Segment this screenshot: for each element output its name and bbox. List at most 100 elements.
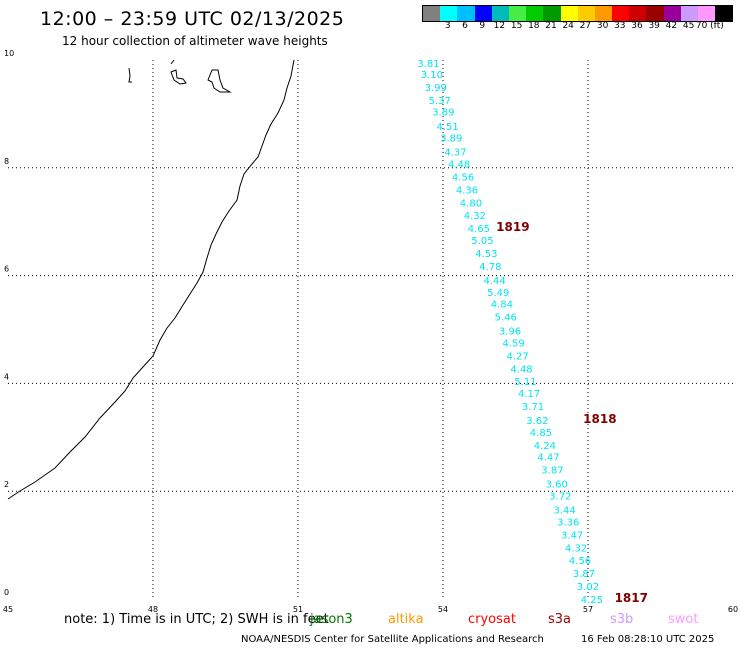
legend-label: 9: [479, 21, 486, 31]
wave-height-value: 4.56: [569, 556, 591, 567]
pass-time-label: 1817: [615, 591, 648, 605]
legend-label: 30: [596, 21, 609, 31]
satellite-s3b: s3b: [610, 612, 634, 627]
wave-height-value: 3.02: [577, 582, 599, 593]
wave-height-value: 4.85: [530, 428, 552, 439]
legend-label: 21: [545, 21, 557, 31]
wave-height-value: 4.84: [491, 300, 513, 311]
legend-label: 70 (ft): [695, 21, 724, 31]
legend-label: 15: [510, 21, 523, 31]
map-subtitle: 12 hour collection of altimeter wave hei…: [62, 34, 328, 48]
wave-height-value: 5.05: [471, 236, 493, 247]
map-title: 12:00 – 23:59 UTC 02/13/2025: [40, 8, 345, 30]
legend-label: 6: [462, 21, 468, 31]
wave-height-value: 4.36: [456, 185, 478, 196]
wave-height-value: 4.47: [537, 453, 559, 464]
wave-height-value: 4.32: [565, 543, 587, 554]
legend-label: 45: [682, 21, 695, 31]
wave-height-value: 4.44: [483, 276, 505, 287]
wave-height-value: 4.65: [468, 224, 490, 235]
wave-height-value: 3.10: [421, 70, 443, 81]
legend-label: 33: [614, 21, 626, 31]
wave-height-value: 4.51: [436, 122, 458, 133]
pass-time-label: 1818: [583, 412, 616, 426]
wave-height-value: 4.24: [534, 441, 556, 452]
coastal-islands: [128, 59, 232, 93]
wave-height-value: 5.11: [514, 377, 536, 388]
legend-label: 39: [648, 21, 660, 31]
legend-label: 42: [665, 21, 678, 31]
legend-swatch: [474, 6, 492, 21]
x-tick-label: 45: [3, 605, 13, 614]
legend-label: 27: [579, 21, 592, 31]
wave-height-value: 4.32: [464, 211, 486, 222]
wave-height-value: 4.56: [452, 172, 474, 183]
satellite-cryosat: cryosat: [468, 612, 516, 627]
wave-height-value: 4.59: [503, 338, 525, 349]
wave-height-value: 3.81: [417, 59, 439, 70]
footer-credit: NOAA/NESDIS Center for Satellite Applica…: [241, 634, 544, 645]
wave-height-value: 4.37: [444, 148, 466, 159]
legend-label: 18: [528, 21, 540, 31]
legend-label: 3: [444, 21, 451, 31]
wave-height-value: 5.49: [487, 288, 509, 299]
wave-height-track: 3.813.103.995.373.894.513.894.374.484.56…: [417, 59, 603, 606]
wave-height-value: 3.99: [425, 83, 447, 94]
y-tick-label: 4: [4, 372, 9, 381]
wave-height-value: 4.48: [448, 159, 470, 170]
y-tick-label: 2: [4, 480, 9, 489]
wave-height-value: 3.96: [499, 327, 521, 338]
legend-swatch: [440, 6, 458, 21]
legend-label: 12: [493, 21, 506, 31]
y-tick-label: 10: [4, 49, 14, 58]
wave-height-value: 4.78: [479, 262, 501, 273]
x-tick-label: 48: [148, 605, 158, 614]
wave-height-value: 5.37: [429, 96, 451, 107]
pass-time-label: 1819: [496, 220, 529, 234]
wave-height-value: 4.25: [581, 595, 603, 606]
legend-swatch: [577, 6, 595, 21]
y-tick-label: 8: [4, 157, 9, 166]
wave-height-value: 4.48: [510, 364, 532, 375]
legend-swatch: [508, 6, 527, 21]
legend-swatch: [612, 6, 630, 21]
wave-height-color-legend: [422, 5, 734, 22]
legend-swatch: [491, 6, 509, 21]
x-tick-label: 51: [293, 605, 303, 614]
satellite-swot: swot: [668, 612, 699, 627]
x-tick-label: 60: [728, 605, 738, 614]
legend-label: 36: [631, 21, 643, 31]
wave-height-value: 3.36: [557, 517, 579, 528]
legend-swatch: [663, 6, 681, 21]
footer-note: note: 1) Time is in UTC; 2) SWH is in fe…: [64, 612, 329, 627]
satellite-jason3: jason3: [310, 612, 353, 627]
wave-height-value: 3.62: [526, 416, 548, 427]
pass-time-labels: 1819 1818 1817: [496, 220, 648, 605]
legend-swatch: [543, 6, 561, 21]
wave-height-value: 3.44: [553, 506, 575, 517]
x-tick-label: 54: [438, 605, 448, 614]
legend-swatch: [646, 6, 664, 21]
wave-height-value: 4.80: [460, 198, 482, 209]
legend-swatch: [715, 6, 733, 21]
legend-swatch: [594, 6, 613, 21]
wave-height-value: 5.46: [495, 313, 517, 324]
y-tick-label: 0: [4, 588, 9, 597]
legend-swatch: [457, 6, 475, 21]
wave-height-value: 3.47: [561, 530, 583, 541]
wave-height-value: 3.87: [541, 466, 563, 477]
wave-height-value: 3.72: [549, 492, 571, 503]
satellite-altika: altika: [388, 612, 424, 627]
wave-height-value: 3.60: [546, 480, 568, 491]
legend-swatch: [629, 6, 647, 21]
wave-height-value: 4.27: [506, 351, 528, 362]
wave-height-value: 3.89: [440, 134, 462, 145]
wave-height-value: 4.17: [518, 389, 540, 400]
legend-label: 24: [562, 21, 574, 31]
wave-height-value: 3.71: [522, 402, 544, 413]
legend-swatch: [560, 6, 578, 21]
legend-swatch: [423, 6, 441, 21]
wave-height-value: 3.89: [432, 108, 454, 119]
legend-swatch: [526, 6, 544, 21]
